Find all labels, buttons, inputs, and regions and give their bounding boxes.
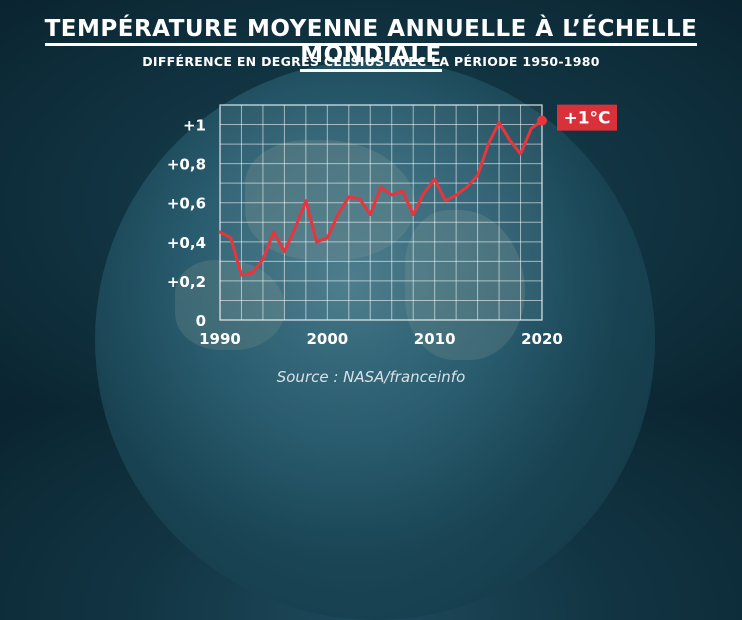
x-tick-label: 2010: [414, 330, 456, 348]
endpoint-marker: [537, 115, 547, 126]
data-point: [379, 185, 383, 189]
x-tick-label: 1990: [199, 330, 241, 348]
data-point: [454, 193, 458, 197]
annotation-badge: [557, 104, 617, 131]
data-point: [401, 189, 404, 193]
data-point: [508, 138, 512, 142]
chart-title-text: TEMPÉRATURE MOYENNE ANNUELLE À L’ÉCHELLE…: [44, 16, 698, 72]
data-point: [218, 230, 222, 234]
data-point: [315, 240, 318, 244]
y-tick-label: +0,8: [167, 156, 206, 174]
data-point: [250, 271, 254, 275]
data-point: [293, 226, 297, 230]
data-point: [272, 230, 276, 234]
data-point: [476, 173, 479, 177]
data-point: [347, 195, 351, 199]
chart-subtitle: DIFFÉRENCE EN DEGRÉS CELSIUS AVEC LA PÉR…: [142, 54, 600, 69]
data-point: [497, 121, 501, 124]
x-tick-label: 2000: [306, 330, 348, 348]
y-tick-label: +0,2: [167, 273, 206, 291]
continent-shape: [245, 140, 415, 260]
data-point: [336, 213, 340, 216]
x-tick-label: 2020: [521, 330, 563, 348]
y-tick-label: 0: [196, 312, 206, 330]
data-point: [240, 273, 243, 277]
continent-shape: [405, 210, 525, 360]
data-point: [358, 197, 361, 201]
data-point: [368, 213, 372, 216]
data-point: [229, 236, 233, 240]
y-tick-label: +1: [183, 117, 206, 135]
data-point: [529, 127, 533, 130]
data-point: [422, 191, 426, 195]
plot-area: [219, 104, 543, 321]
temperature-chart: 0 +0,2 +0,4 +0,6 +0,8 +1 1990 2000 2010 2020 +1°C: [167, 104, 617, 348]
data-point: [283, 250, 286, 253]
source-note: Source : NASA/franceinfo: [276, 368, 466, 386]
data-point: [486, 142, 490, 146]
data-point: [390, 193, 394, 197]
annotation-label: +1°C: [563, 109, 610, 129]
y-tick-label: +0,4: [167, 234, 206, 252]
data-point: [261, 258, 265, 261]
data-point: [444, 199, 447, 203]
y-tick-label: +0,6: [167, 195, 206, 213]
data-point: [433, 177, 437, 181]
data-point: [465, 185, 469, 189]
data-point: [325, 236, 329, 240]
chart-title: TEMPÉRATURE MOYENNE ANNUELLE À L’ÉCHELLE…: [0, 16, 742, 72]
data-point: [411, 213, 415, 216]
continent-shape: [175, 260, 285, 350]
data-point: [519, 152, 522, 156]
data-point: [304, 199, 308, 203]
